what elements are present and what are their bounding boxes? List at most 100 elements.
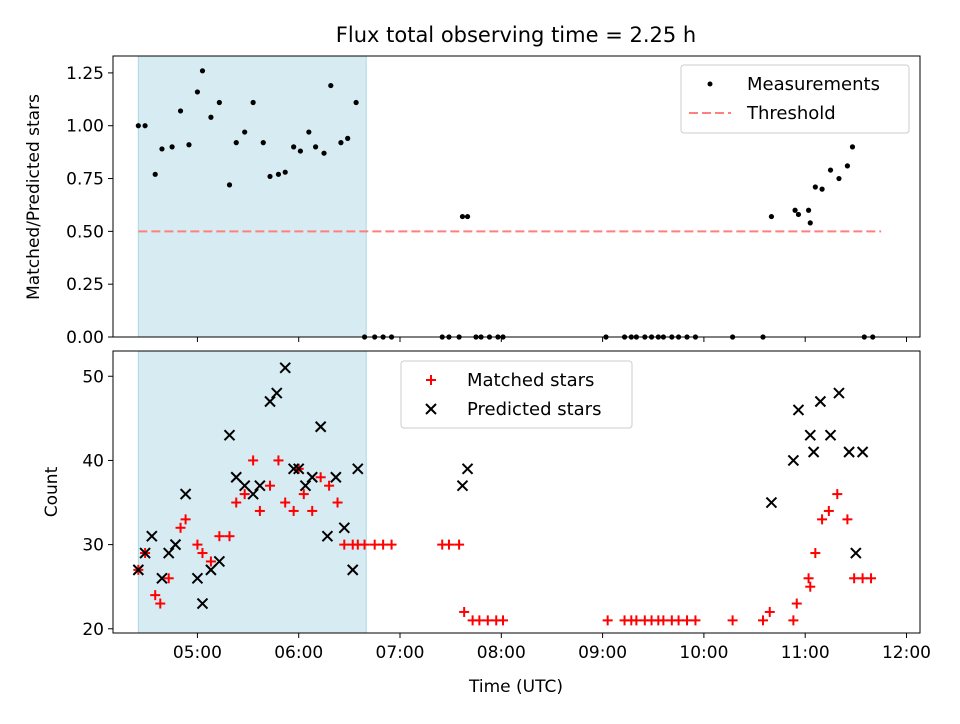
predicted-star-point [330, 471, 342, 483]
measurement-point [208, 114, 214, 120]
matched-star-point [443, 539, 454, 550]
matched-star-point [298, 489, 309, 500]
predicted-star-point [179, 488, 192, 500]
predicted-star-point-b [191, 572, 204, 584]
predicted-star-point [306, 471, 318, 483]
matched-star-point [810, 548, 821, 559]
measurement-point [321, 150, 327, 156]
predicted-legend-cross [425, 403, 437, 415]
matched-star-point [474, 615, 485, 626]
predicted-star-point-b [338, 522, 351, 534]
measurement-point [819, 186, 825, 192]
predicted-star-point [213, 555, 226, 568]
measurement-point [194, 89, 201, 95]
legend-label-measurements: Measurements [747, 74, 880, 95]
predicted-star-point-b [843, 446, 855, 458]
predicted-star-point-b [169, 538, 182, 551]
predicted-star-point-b [163, 547, 175, 559]
matched-star-point [369, 539, 380, 550]
measurement-point [267, 173, 273, 180]
legend-label-predicted: Predicted stars [467, 399, 601, 420]
predicted-star-point-b [807, 446, 820, 458]
predicted-star-point [139, 547, 151, 559]
predicted-star-point [191, 572, 204, 584]
matched-star-point [658, 615, 669, 626]
top-highlight-span [137, 55, 367, 338]
predicted-star-point-b [456, 479, 469, 492]
legend-label-matched: Matched stars [467, 370, 594, 391]
top-y-tick-label: 1.25 [66, 64, 104, 84]
measurement-point [169, 144, 175, 150]
predicted-legend-marker [425, 403, 437, 415]
measurement-legend-marker [707, 81, 713, 87]
matched-stars-points [133, 455, 877, 626]
matched-legend-marker [426, 375, 436, 385]
predicted-star-point [765, 496, 778, 509]
measurement-point [844, 163, 851, 169]
matched-star-point [842, 514, 853, 525]
matched-star-point [265, 480, 276, 491]
matched-star-point [764, 606, 775, 617]
predicted-star-point-b [856, 446, 869, 458]
measurement-point [328, 82, 334, 89]
measurement-point [805, 207, 812, 213]
predicted-star-point [247, 488, 259, 500]
matched-star-point [315, 472, 326, 483]
predicted-star-point [807, 446, 820, 458]
measurement-point [849, 144, 856, 150]
bottom-x-tick-label: 10:00 [679, 643, 728, 663]
matched-star-point [805, 581, 816, 592]
predicted-star-point [338, 522, 351, 534]
predicted-star-point-b [139, 547, 151, 559]
matched-star-point [727, 615, 738, 626]
predicted-star-point-b [287, 463, 300, 475]
predicted-star-point [264, 395, 276, 408]
matched-star-point [849, 573, 860, 584]
predicted-star-point [347, 564, 359, 576]
matched-star-point [386, 539, 397, 550]
bottom-plot-frame [112, 350, 921, 634]
top-y-label: Matched/Predicted stars [24, 94, 44, 300]
bottom-y-label: Count [42, 466, 62, 517]
predicted-star-point [156, 572, 168, 584]
measurement-point [792, 207, 798, 213]
top-plot-frame [112, 55, 921, 338]
predicted-star-point [321, 530, 334, 542]
predicted-star-point-b [223, 429, 236, 441]
predicted-star-point-b [279, 362, 291, 374]
measurement-point [812, 184, 818, 190]
predicted-star-point-b [264, 395, 276, 408]
measurement-point [226, 182, 233, 188]
matched-star-point [832, 489, 843, 500]
predicted-star-point-b [271, 387, 283, 399]
predicted-star-point-b [321, 530, 334, 542]
matched-star-point [791, 598, 802, 609]
bottom-x-tick-label: 08:00 [477, 643, 526, 663]
measurement-point [152, 171, 158, 177]
matched-star-point [631, 615, 642, 626]
measurement-point [177, 108, 184, 114]
predicted-star-point-b [352, 463, 364, 475]
predicted-star-point [792, 404, 805, 416]
bottom-x-tick-label: 07:00 [376, 643, 425, 663]
chart-title: Flux total observing time = 2.25 h [336, 23, 696, 47]
predicted-star-point-b [787, 454, 800, 467]
predicted-star-point [352, 463, 364, 475]
measurement-point [807, 220, 813, 226]
measurement-point [282, 169, 288, 175]
bottom-x-tick-label: 11:00 [781, 643, 830, 663]
measurement-point [768, 213, 775, 220]
matched-star-point [192, 539, 203, 550]
bottom-legend: Matched stars Predicted stars [400, 360, 633, 429]
matched-star-point [332, 497, 343, 508]
predicted-star-point-b [833, 387, 845, 399]
matched-star-point [224, 531, 235, 542]
measurement-point [260, 140, 266, 146]
measurement-point [216, 99, 222, 106]
predicted-star-point-b [293, 463, 305, 475]
top-panel: 0.00 0.25 0.50 0.75 1.00 1.25 Flux total obse… [24, 23, 921, 348]
predicted-star-point-b [156, 572, 168, 584]
predicted-star-point [254, 479, 266, 492]
top-y-tick-label: 1.00 [66, 117, 104, 137]
measurement-point [135, 123, 141, 129]
